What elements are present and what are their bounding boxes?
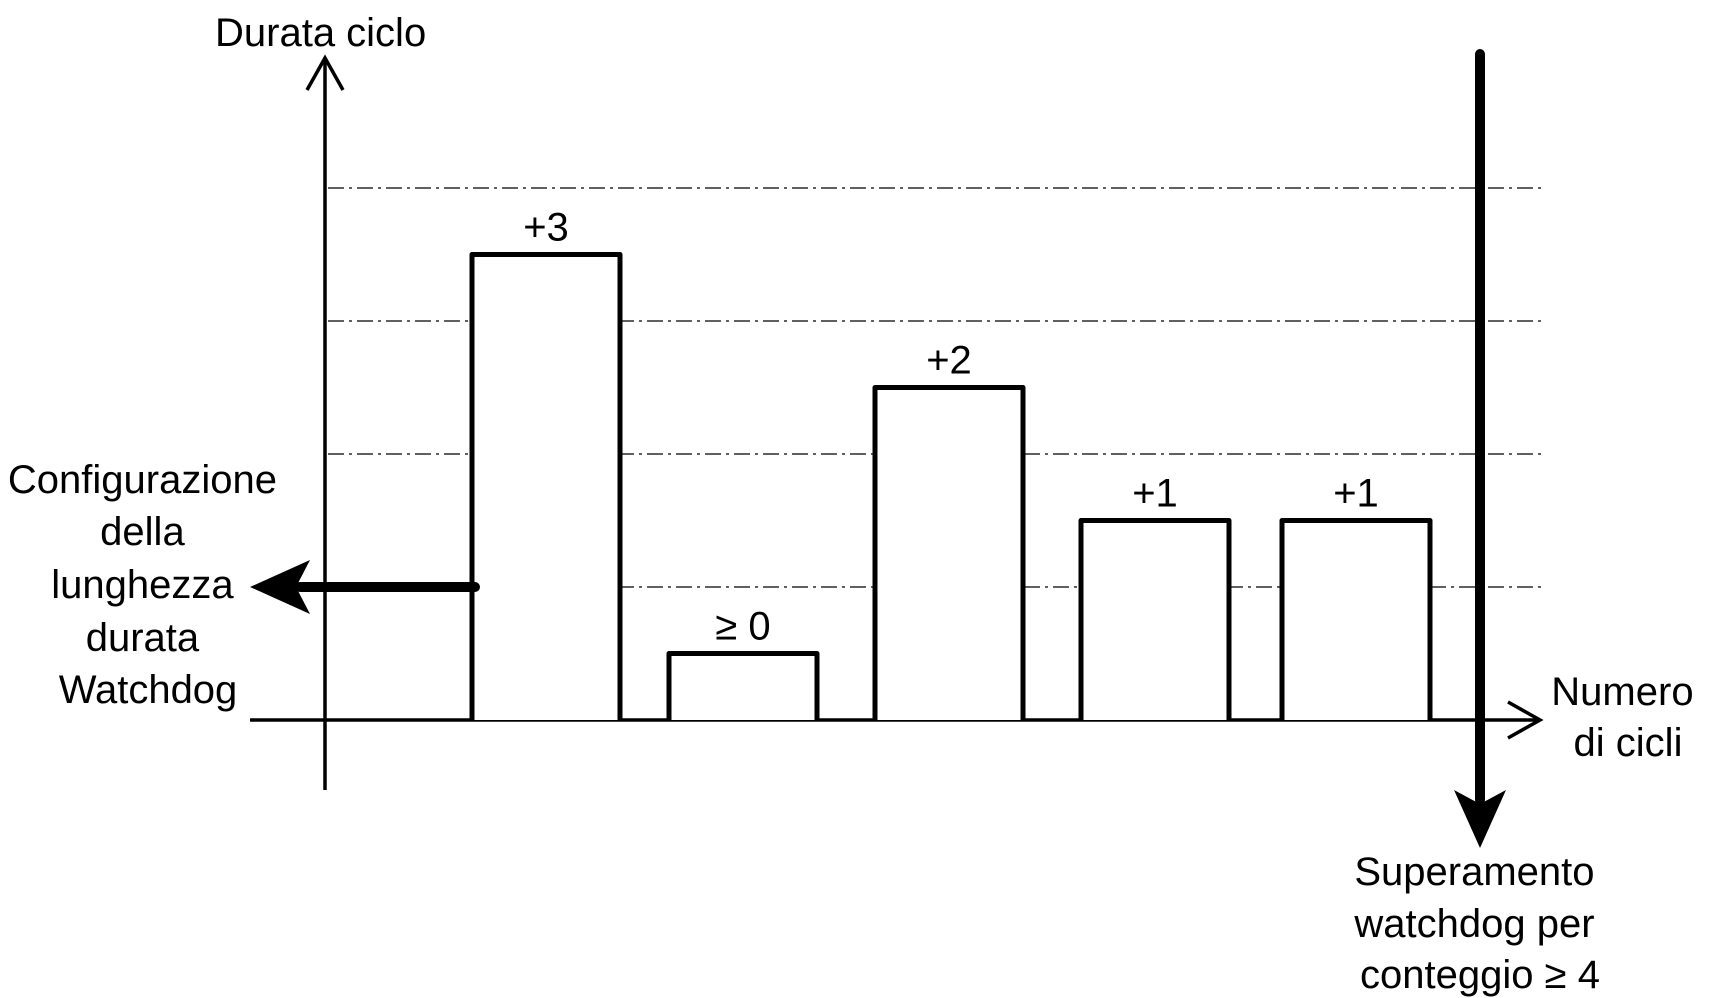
watchdog-exceeded-arrow <box>1454 49 1506 848</box>
bar <box>1078 518 1232 720</box>
watchdog-config-label: Configurazione della lunghezza durata Wa… <box>8 458 288 712</box>
watchdog-config-line-1: Configurazione <box>8 458 277 502</box>
bar <box>469 252 623 720</box>
watchdog-config-line-4: durata <box>86 616 200 660</box>
bar <box>666 651 820 720</box>
bar-label: +3 <box>523 206 569 250</box>
watchdog-config-line-5: Watchdog <box>59 668 238 712</box>
bar-label: +1 <box>1333 472 1379 516</box>
bars: +3 ≥ 0 +2 +1 +1 <box>469 206 1433 720</box>
watchdog-exceeded-line-2: watchdog per <box>1353 902 1594 946</box>
watchdog-config-line-2: della <box>100 510 185 554</box>
watchdog-config-line-3: lunghezza <box>51 563 234 607</box>
watchdog-config-arrow <box>250 560 480 614</box>
x-axis-title: Numero di cicli <box>1551 670 1704 765</box>
watchdog-exceeded-label: Superamento watchdog per conteggio ≥ 4 <box>1353 850 1605 997</box>
bar-label: ≥ 0 <box>715 605 770 649</box>
bar-label: +1 <box>1132 472 1178 516</box>
bar-label: +2 <box>926 339 972 383</box>
x-axis-title-line-2: di cicli <box>1574 721 1683 765</box>
bar <box>872 385 1026 720</box>
x-axis-title-line-1: Numero <box>1551 670 1693 714</box>
y-axis-title: Durata ciclo <box>215 11 426 55</box>
watchdog-exceeded-line-1: Superamento <box>1354 850 1594 894</box>
bar <box>1279 518 1433 720</box>
watchdog-exceeded-line-3: conteggio ≥ 4 <box>1360 953 1600 997</box>
